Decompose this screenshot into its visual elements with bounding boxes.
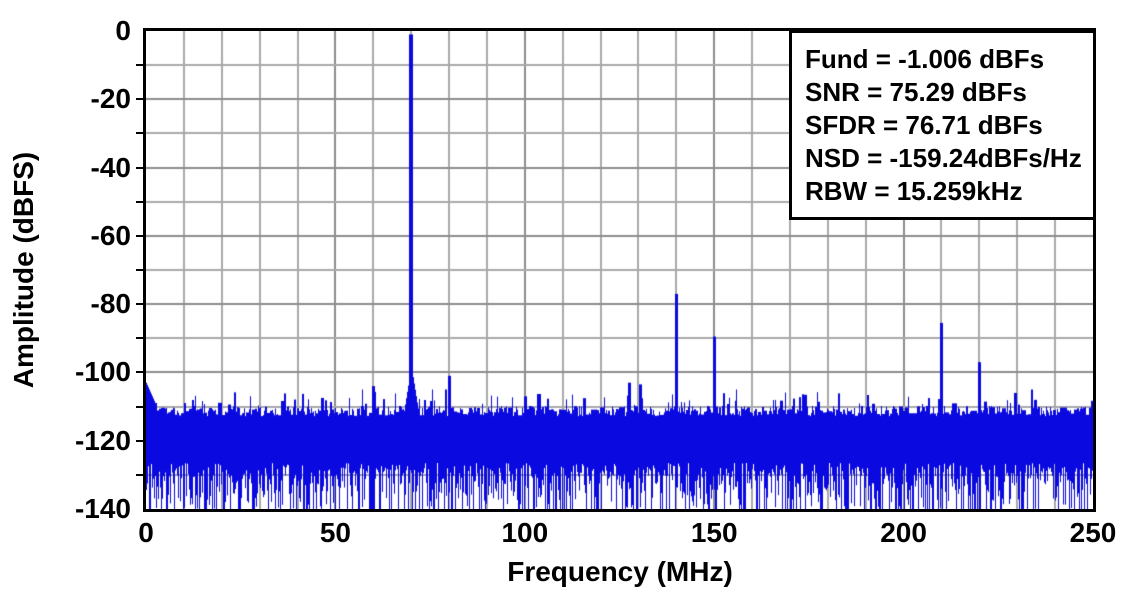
legend-rbw: RBW = 15.259kHz [805,176,1023,206]
y-tick-mark [136,269,144,271]
y-tick-mark [136,200,144,203]
y-tick-mark [136,371,144,374]
x-axis-title: Frequency (MHz) [507,556,733,587]
y-tick-mark [136,132,144,135]
y-tick-mark [136,473,144,476]
y-tick-mark [136,64,144,67]
y-tick-mark [136,98,144,101]
y-tick-label: 0 [115,15,131,46]
y-tick-mark [136,234,144,237]
legend-sfdr: SFDR = 76.71 dBFs [805,110,1043,140]
y-tick-label: -40 [90,151,131,183]
x-tick-label: 100 [501,517,549,548]
y-tick-mark [136,405,144,408]
x-tick-label: 200 [880,517,927,548]
y-axis-title: Amplitude (dBFS) [8,151,39,389]
legend-nsd: NSD = -159.24dBFs/Hz [805,143,1082,173]
measurement-legend: Fund = -1.006 dBFs SNR = 75.29 dBFs SFDR… [789,30,1096,220]
x-tick-label: 0 [138,517,154,548]
y-tick-label: -140 [74,493,131,524]
y-tick-label: -120 [74,424,131,456]
y-tick-label: -80 [90,288,131,320]
legend-snr: SNR = 75.29 dBFs [805,77,1027,107]
x-tick-label: 150 [690,517,738,548]
y-tick-mark [136,337,144,340]
y-tick-label: -100 [74,356,131,388]
y-tick-label: -60 [90,219,131,251]
y-tick-mark [136,303,144,306]
x-tick-label: 50 [319,517,351,548]
y-tick-mark [136,439,144,442]
legend-fund: Fund = -1.006 dBFs [805,44,1045,74]
y-tick-mark [136,166,144,169]
x-tick-label: 250 [1069,517,1117,548]
y-tick-label: -20 [90,83,131,115]
